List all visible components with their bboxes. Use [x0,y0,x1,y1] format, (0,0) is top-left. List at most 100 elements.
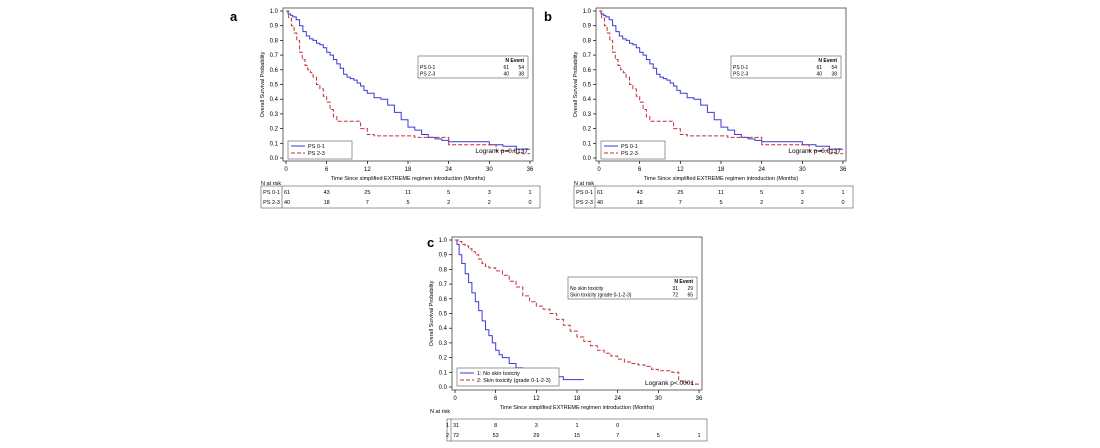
stats-table-box [417,55,529,79]
x-tick-label: 12 [533,396,540,402]
panel-letter: a [230,9,238,24]
risk-value: 25 [364,190,370,196]
y-tick-label: 0.1 [270,141,279,147]
y-tick-label: 0.8 [583,38,592,44]
risk-value: 7 [616,433,619,439]
risk-value: 1 [841,190,844,196]
risk-value: 40 [284,200,290,206]
y-tick-label: 0.5 [439,312,448,318]
logrank-annotation: Logrank p=0.0137 [475,148,528,155]
stats-row-label: PS 2-3 [420,72,436,78]
survival-curve-series-1 [455,239,584,381]
risk-value: 40 [597,200,603,206]
survival-curve-series-1 [599,10,843,150]
risk-value: 3 [488,190,491,196]
y-tick-label: 0.9 [439,253,448,259]
x-tick-label: 18 [574,396,581,402]
y-axis-label: Overall Survival Probability [429,280,435,346]
x-tick-label: 36 [527,167,534,173]
risk-row-label: PS 2-3 [263,200,280,206]
y-tick-label: 0.1 [583,141,592,147]
x-tick-label: 30 [486,167,493,173]
x-tick-label: 0 [453,396,457,402]
risk-value: 29 [533,433,539,439]
y-tick-label: 0.6 [439,297,448,303]
plot-frame [282,7,534,162]
x-axis-label: Time Since simplified EXTREME regimen in… [331,176,486,182]
risk-table-title: N at risk [574,181,594,187]
legend-box [456,367,560,387]
stats-row-n: 40 [503,72,509,78]
risk-value: 7 [366,200,369,206]
x-tick-label: 36 [840,167,847,173]
stats-row-event: 65 [687,293,693,299]
legend-entry: 1: No skin toxicity [477,371,520,377]
risk-value: 5 [447,190,450,196]
y-tick-label: 0.8 [439,267,448,273]
stats-row-label: PS 0-1 [733,65,749,71]
risk-table-title: N at risk [261,181,281,187]
risk-value: 2 [760,200,763,206]
stats-table-box [730,55,842,79]
y-tick-label: 0.7 [583,53,592,59]
survival-curve-series-1 [286,10,530,150]
stats-row-event: 29 [687,286,693,292]
x-tick-label: 12 [677,167,684,173]
risk-value: 11 [405,190,411,196]
x-tick-label: 18 [718,167,725,173]
x-tick-label: 0 [284,167,288,173]
x-tick-label: 0 [597,167,601,173]
risk-value: 0 [841,200,844,206]
risk-row-label: PS 0-1 [263,190,280,196]
stats-row-n: 61 [503,65,509,71]
y-tick-label: 1.0 [583,9,592,15]
y-tick-label: 0.4 [270,97,279,103]
y-tick-label: 0.7 [439,282,448,288]
stats-row-label: PS 2-3 [733,72,749,78]
x-tick-label: 6 [638,167,642,173]
y-axis-label: Overall Survival Probability [573,51,579,117]
y-tick-label: 0.9 [583,24,592,30]
y-tick-label: 0.6 [583,68,592,74]
risk-value: 43 [324,190,330,196]
stats-row-n: 31 [672,286,678,292]
risk-table-box [446,418,708,442]
risk-value: 15 [574,433,580,439]
risk-value: 3 [801,190,804,196]
y-tick-label: 1.0 [270,9,279,15]
survival-curve-series-2 [599,10,843,155]
stats-header-event: Event [510,58,524,64]
y-tick-label: 0.2 [270,127,279,133]
risk-value: 5 [760,190,763,196]
stats-row-label: Skin toxicity (grade 0-1-2-3) [570,293,632,299]
stats-row-event: 54 [518,65,524,71]
risk-row-label: PS 2-3 [576,200,593,206]
legend-entry: 2: Skin toxicity (grade 0-1-2-3) [477,378,551,384]
y-tick-label: 0.3 [439,341,448,347]
y-tick-label: 0.2 [583,127,592,133]
legend-entry: PS 2-3 [621,151,638,157]
x-axis-label: Time Since simplified EXTREME regimen in… [644,176,799,182]
legend-entry: PS 2-3 [308,151,325,157]
y-tick-label: 0.0 [583,156,592,162]
panel-letter: c [427,235,434,250]
y-tick-label: 0.9 [270,24,279,30]
risk-value: 5 [719,200,722,206]
panel-c: c0.00.10.20.30.40.50.60.70.80.91.00 6 12 18… [427,235,708,442]
stats-row-n: 61 [816,65,822,71]
stats-header-n: N [818,58,822,64]
y-tick-label: 0.3 [583,112,592,118]
y-tick-label: 0.0 [439,385,448,391]
risk-value: 43 [637,190,643,196]
stats-row-n: 40 [816,72,822,78]
y-tick-label: 0.4 [583,97,592,103]
risk-value: 18 [637,200,643,206]
y-tick-label: 0.7 [270,53,279,59]
x-tick-label: 24 [758,167,765,173]
risk-value: 1 [528,190,531,196]
y-tick-label: 1.0 [439,238,448,244]
y-tick-label: 0.8 [270,38,279,44]
risk-value: 0 [528,200,531,206]
survival-curve-series-2 [455,239,699,385]
logrank-annotation: Logrank p<.0001 [645,380,694,387]
